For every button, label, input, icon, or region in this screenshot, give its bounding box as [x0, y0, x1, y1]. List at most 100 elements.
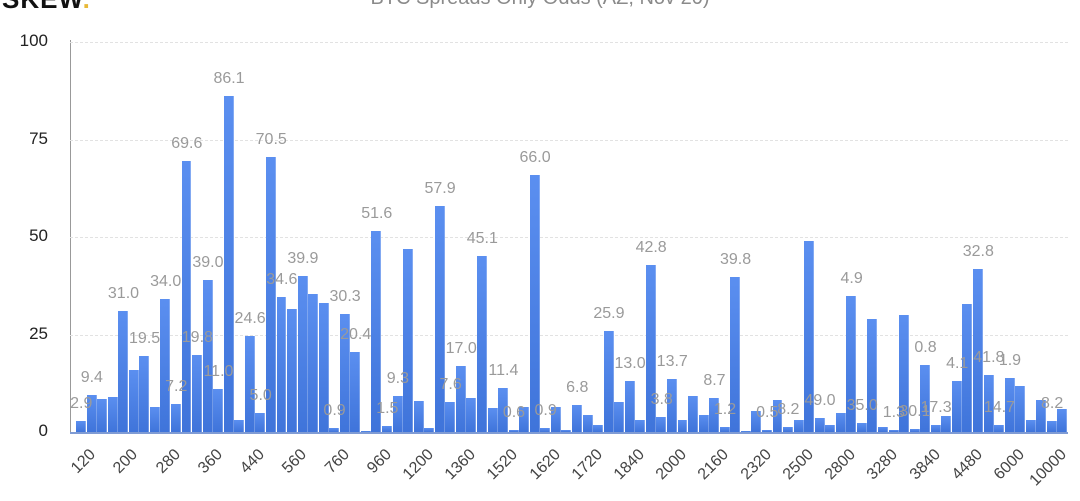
- gridline: [70, 42, 1068, 43]
- y-axis-line: [70, 40, 71, 433]
- bar: [751, 410, 762, 432]
- bar: [170, 403, 181, 432]
- bar: [181, 160, 192, 432]
- bar: [424, 428, 435, 432]
- data-label: 14.7: [983, 398, 1015, 416]
- bar: [593, 424, 604, 432]
- bar: [983, 374, 994, 432]
- bar: [941, 416, 952, 432]
- bar: [160, 299, 171, 432]
- bar: [645, 265, 656, 432]
- data-label: 30.1: [899, 402, 931, 420]
- bar: [582, 414, 593, 432]
- bar: [603, 330, 614, 432]
- y-tick-label: 25: [29, 323, 48, 343]
- bar: [213, 389, 224, 432]
- bar: [403, 248, 414, 432]
- bar: [529, 174, 540, 432]
- bar: [740, 430, 751, 432]
- data-label: 4.1: [946, 354, 969, 372]
- y-tick-label: 100: [19, 31, 48, 50]
- bar: [223, 96, 234, 432]
- bar: [698, 414, 709, 432]
- data-label: 49.0: [804, 391, 836, 409]
- bar: [86, 395, 97, 432]
- data-label: 69.6: [171, 134, 203, 152]
- bar: [572, 405, 582, 432]
- bar: [118, 311, 129, 432]
- data-label: 0.8: [914, 338, 937, 356]
- data-label: 20.4: [340, 326, 372, 344]
- data-label: 34.6: [266, 271, 298, 289]
- bar: [339, 313, 350, 432]
- data-label: 30.3: [329, 287, 361, 305]
- data-label: 42.8: [635, 239, 667, 257]
- bar: [508, 429, 519, 432]
- data-label: 57.9: [424, 180, 456, 198]
- data-label: 19.5: [129, 329, 161, 347]
- bar: [614, 401, 625, 432]
- bar: [867, 318, 878, 432]
- bar: [772, 400, 783, 432]
- data-label: 39.9: [287, 250, 319, 268]
- bar: [1057, 408, 1068, 432]
- data-label: 35.0: [846, 397, 878, 415]
- data-label: 13.0: [614, 355, 646, 373]
- logo-text: SKEW: [2, 0, 83, 14]
- bar: [624, 381, 635, 432]
- data-label: 13.7: [656, 352, 688, 370]
- bar: [107, 396, 118, 432]
- data-label: 39.8: [719, 250, 752, 268]
- bar: [329, 428, 340, 432]
- bar: [382, 426, 392, 432]
- bar: [371, 230, 382, 432]
- bar: [930, 424, 941, 432]
- bar: [498, 387, 509, 432]
- data-label: 5.0: [249, 386, 272, 404]
- data-label: 1.3: [882, 404, 905, 422]
- data-label: 1.2: [713, 401, 737, 419]
- bar: [804, 240, 815, 432]
- bar: [814, 417, 825, 432]
- data-label: 11.0: [203, 363, 234, 381]
- data-label: 19.8: [181, 328, 213, 346]
- logo-dot: .: [83, 0, 91, 14]
- data-label: 3.8: [650, 391, 673, 409]
- y-tick-label: 50: [29, 226, 48, 245]
- data-label: 9.4: [80, 369, 103, 387]
- chart-title: BTC Spreads Only Odds (AZ, Nov 20): [0, 0, 1080, 10]
- data-label: 70.5: [255, 131, 287, 149]
- bar: [677, 420, 688, 432]
- bar: [445, 402, 456, 432]
- bar: [477, 256, 487, 432]
- bar: [793, 419, 804, 432]
- data-label: 39.0: [192, 253, 224, 271]
- gridline: [70, 139, 1068, 141]
- bar: [709, 398, 720, 432]
- bar: [666, 378, 677, 432]
- bar: [909, 428, 920, 432]
- data-label: 2.9: [70, 394, 93, 412]
- bar: [899, 314, 910, 432]
- bar: [487, 407, 498, 432]
- data-label: 9.3: [386, 369, 409, 387]
- bar: [287, 309, 298, 432]
- data-label: 8.2: [1041, 394, 1064, 412]
- bar: [783, 426, 794, 432]
- data-label: 1.5: [376, 400, 399, 418]
- bar: [973, 268, 983, 432]
- bar: [719, 427, 730, 432]
- x-axis-line: [70, 432, 1068, 434]
- bar: [688, 396, 699, 432]
- bar: [540, 428, 551, 432]
- bar: [761, 430, 772, 432]
- bar: [920, 364, 931, 432]
- data-label: 7.6: [439, 376, 462, 394]
- bar: [1036, 400, 1047, 432]
- data-label: 17.0: [445, 339, 477, 357]
- data-label: 1.9: [998, 351, 1022, 369]
- data-label: 8.7: [703, 372, 726, 390]
- bar: [234, 420, 245, 432]
- y-tick-label: 75: [29, 128, 48, 148]
- y-tick-label: 0: [38, 421, 48, 440]
